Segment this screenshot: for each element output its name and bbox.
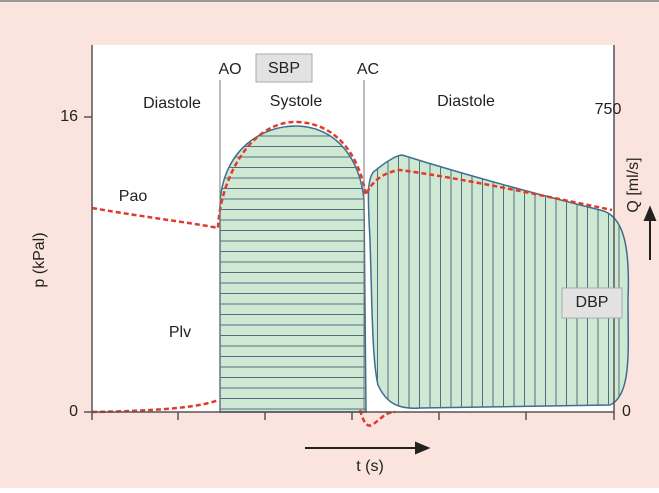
axes bbox=[84, 45, 615, 420]
diastole-area bbox=[367, 154, 630, 409]
dbp-box bbox=[561, 287, 623, 319]
pao-label: Pao bbox=[119, 188, 148, 205]
dbp-label: DBP bbox=[576, 294, 609, 311]
ao-label: AO bbox=[218, 61, 241, 78]
left-tick-label: 0 bbox=[69, 403, 78, 420]
right-axis-title: Q [ml/s] bbox=[625, 157, 642, 212]
left-tick-label: 16 bbox=[60, 108, 78, 125]
bottom-axis-title: t (s) bbox=[356, 458, 384, 475]
arrows bbox=[305, 205, 657, 455]
plv-label: Plv bbox=[169, 324, 191, 341]
systole-area bbox=[219, 125, 367, 413]
ac-label: AC bbox=[357, 61, 379, 78]
diastole-label: Diastole bbox=[143, 95, 201, 112]
diastole-label: Diastole bbox=[437, 93, 495, 110]
right-tick-label: 0 bbox=[622, 403, 631, 420]
left-axis-title: p (kPal) bbox=[31, 232, 48, 287]
systole-label: Systole bbox=[270, 93, 323, 110]
sbp-label: SBP bbox=[268, 60, 300, 77]
sbp-box bbox=[255, 53, 313, 83]
right-tick-label: 750 bbox=[595, 101, 622, 118]
